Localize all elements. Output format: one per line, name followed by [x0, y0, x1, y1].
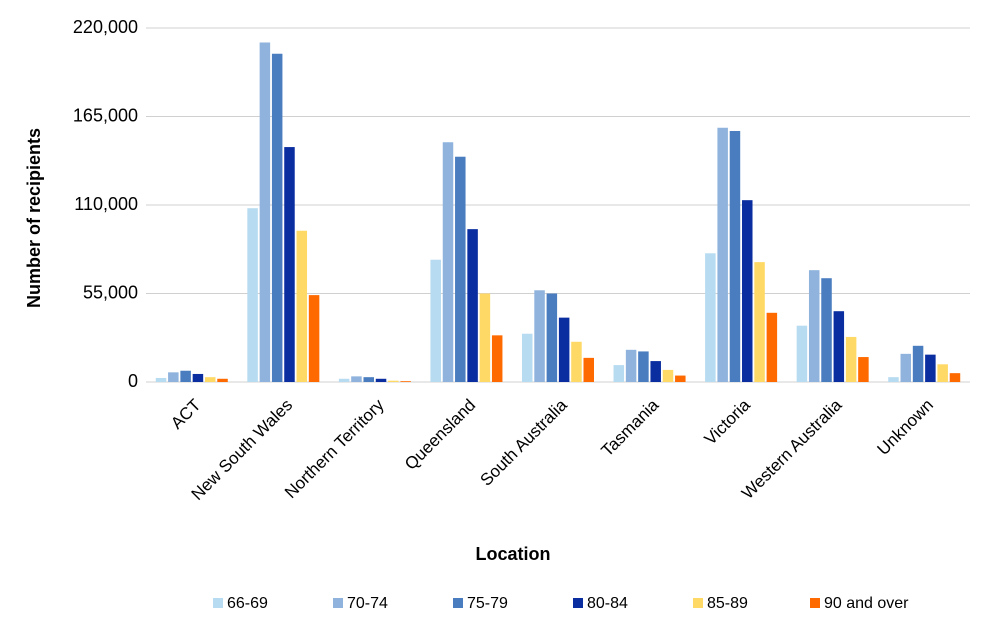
legend-swatch: [333, 598, 343, 608]
y-tick-label: 165,000: [73, 105, 138, 125]
legend-swatch: [810, 598, 820, 608]
bar: [754, 262, 765, 382]
legend-swatch: [573, 598, 583, 608]
bar: [613, 365, 625, 382]
x-tick-label: Western Australia: [738, 395, 846, 503]
y-tick-label: 0: [128, 371, 138, 391]
y-tick-label: 55,000: [83, 282, 138, 302]
legend-label: 80-84: [587, 595, 628, 612]
x-tick-label: Unknown: [873, 395, 937, 459]
y-tick-label: 220,000: [73, 17, 138, 37]
y-axis-title: Number of recipients: [24, 128, 44, 308]
x-axis-title: Location: [476, 544, 551, 564]
bar: [180, 370, 191, 382]
bar: [247, 208, 258, 382]
x-tick-label: New South Wales: [188, 395, 297, 504]
bar: [625, 349, 637, 382]
x-tick-label: Northern Territory: [281, 395, 388, 502]
bar: [912, 345, 924, 382]
legend-swatch: [453, 598, 463, 608]
bar: [925, 354, 936, 382]
bar: [400, 381, 411, 382]
bar: [467, 229, 478, 382]
x-tick-label: Queensland: [401, 395, 479, 473]
bar: [571, 341, 582, 382]
bar: [949, 373, 961, 382]
bar: [430, 259, 441, 382]
bar: [705, 253, 716, 382]
legend-label: 66-69: [227, 595, 268, 612]
bar: [675, 375, 686, 382]
bar: [204, 377, 216, 382]
bar: [522, 333, 533, 382]
bar: [155, 377, 167, 382]
bar: [937, 364, 948, 382]
legend-label: 70-74: [347, 595, 388, 612]
bar: [442, 142, 454, 382]
bar: [284, 147, 295, 382]
bar: [491, 335, 503, 382]
bar: [534, 290, 545, 382]
bar: [217, 378, 228, 382]
legend-swatch: [213, 598, 223, 608]
bar: [558, 317, 570, 382]
bar: [308, 295, 320, 382]
bar: [845, 336, 857, 382]
bar: [638, 351, 649, 382]
bar: [351, 376, 362, 382]
legend-swatch: [693, 598, 703, 608]
bar: [455, 156, 466, 382]
bar: [858, 357, 869, 382]
bar: [833, 311, 845, 382]
x-tick-label: South Australia: [477, 395, 572, 490]
bar: [388, 380, 399, 382]
bar: [168, 372, 179, 382]
x-tick-label: Victoria: [701, 395, 755, 449]
bar: [271, 53, 283, 382]
bar: [742, 200, 753, 382]
bar: [808, 270, 820, 382]
bar: [583, 357, 594, 382]
bar: [479, 293, 491, 382]
bar: [766, 312, 778, 382]
bar: [546, 293, 558, 382]
x-tick-label: Tasmania: [597, 395, 662, 460]
bar: [662, 369, 674, 382]
legend-label: 75-79: [467, 595, 508, 612]
x-tick-label: ACT: [167, 395, 204, 432]
bar: [796, 325, 808, 382]
legend-label: 85-89: [707, 595, 748, 612]
bar: [650, 361, 661, 382]
bar: [888, 377, 899, 382]
bar: [338, 378, 350, 382]
legend-label: 90 and over: [824, 595, 909, 612]
bar: [717, 127, 728, 382]
bar: [375, 378, 387, 382]
bar: [296, 230, 308, 382]
bar: [192, 373, 204, 382]
bar: [821, 278, 832, 382]
bar: [729, 130, 741, 382]
bar: [363, 377, 374, 382]
bar: [259, 42, 271, 383]
y-tick-label: 110,000: [74, 194, 138, 214]
bar: [900, 353, 912, 382]
